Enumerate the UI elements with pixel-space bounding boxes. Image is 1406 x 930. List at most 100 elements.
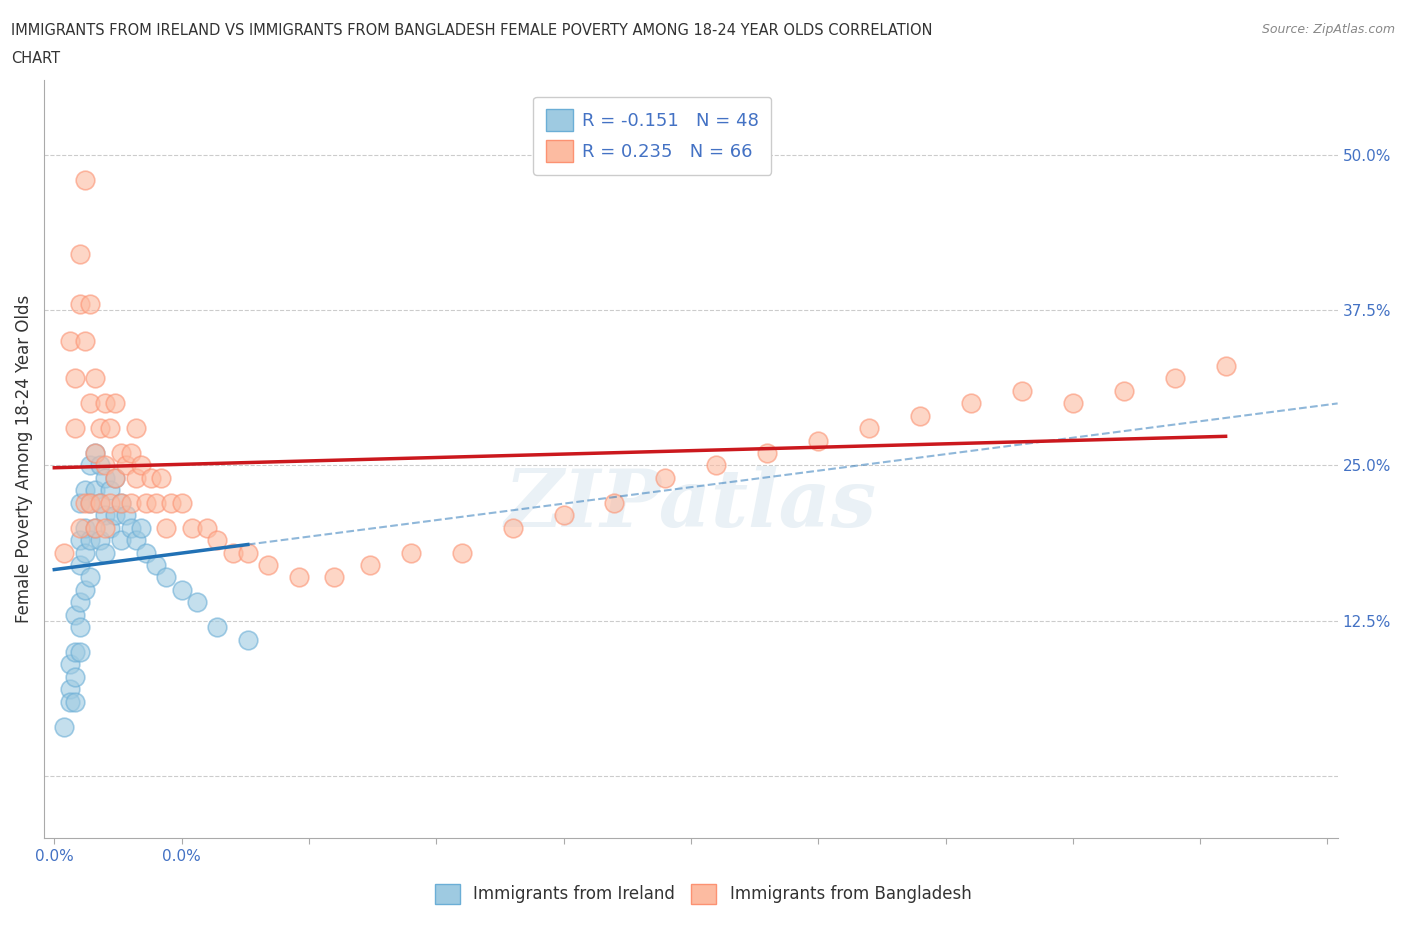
Point xyxy=(170,582,193,597)
Point xyxy=(58,657,80,671)
Text: CHART: CHART xyxy=(11,51,60,66)
Point xyxy=(323,570,346,585)
Point xyxy=(135,496,157,511)
Point xyxy=(287,570,309,585)
Point xyxy=(73,172,96,187)
Point xyxy=(960,396,983,411)
Point xyxy=(155,570,177,585)
Point xyxy=(94,545,117,560)
Point xyxy=(84,371,107,386)
Point xyxy=(114,458,136,473)
Point xyxy=(89,496,111,511)
Point xyxy=(1112,383,1135,398)
Point xyxy=(236,545,259,560)
Point xyxy=(63,420,86,435)
Point xyxy=(84,520,107,535)
Point xyxy=(79,396,101,411)
Point xyxy=(79,533,101,548)
Point xyxy=(807,433,830,448)
Point xyxy=(63,371,86,386)
Point xyxy=(207,533,229,548)
Point xyxy=(79,570,101,585)
Point xyxy=(160,496,183,511)
Point xyxy=(98,520,121,535)
Point xyxy=(155,520,177,535)
Point xyxy=(110,533,132,548)
Point xyxy=(603,496,626,511)
Point xyxy=(89,420,111,435)
Point xyxy=(450,545,472,560)
Text: IMMIGRANTS FROM IRELAND VS IMMIGRANTS FROM BANGLADESH FEMALE POVERTY AMONG 18-24: IMMIGRANTS FROM IRELAND VS IMMIGRANTS FR… xyxy=(11,23,932,38)
Point xyxy=(79,496,101,511)
Point xyxy=(98,496,121,511)
Point xyxy=(53,545,76,560)
Point xyxy=(84,445,107,460)
Point xyxy=(359,557,381,572)
Legend: Immigrants from Ireland, Immigrants from Bangladesh: Immigrants from Ireland, Immigrants from… xyxy=(427,877,979,910)
Point xyxy=(63,694,86,709)
Point xyxy=(186,595,208,610)
Point xyxy=(79,496,101,511)
Point xyxy=(120,520,142,535)
Point xyxy=(84,445,107,460)
Point xyxy=(63,644,86,659)
Point xyxy=(104,471,127,485)
Point xyxy=(79,458,101,473)
Point xyxy=(125,420,148,435)
Point xyxy=(98,483,121,498)
Point xyxy=(110,496,132,511)
Point xyxy=(94,508,117,523)
Point xyxy=(69,297,91,312)
Point xyxy=(89,533,111,548)
Point xyxy=(69,595,91,610)
Point xyxy=(84,520,107,535)
Point xyxy=(69,619,91,634)
Text: Source: ZipAtlas.com: Source: ZipAtlas.com xyxy=(1261,23,1395,36)
Point xyxy=(120,445,142,460)
Point xyxy=(135,545,157,560)
Point xyxy=(1011,383,1033,398)
Point xyxy=(236,632,259,647)
Point xyxy=(180,520,202,535)
Point xyxy=(399,545,422,560)
Point xyxy=(69,557,91,572)
Point xyxy=(73,545,96,560)
Point xyxy=(170,496,193,511)
Point xyxy=(704,458,727,473)
Point xyxy=(1163,371,1185,386)
Point xyxy=(63,670,86,684)
Point xyxy=(104,471,127,485)
Point xyxy=(110,496,132,511)
Point xyxy=(98,420,121,435)
Point xyxy=(654,471,676,485)
Point xyxy=(145,496,167,511)
Point xyxy=(129,520,152,535)
Point xyxy=(756,445,779,460)
Point xyxy=(69,246,91,261)
Point xyxy=(1215,359,1237,374)
Point xyxy=(69,496,91,511)
Point xyxy=(195,520,218,535)
Point xyxy=(502,520,524,535)
Point xyxy=(73,582,96,597)
Point xyxy=(69,533,91,548)
Point xyxy=(150,471,173,485)
Point xyxy=(63,607,86,622)
Point xyxy=(908,408,931,423)
Point xyxy=(94,520,117,535)
Point xyxy=(1062,396,1084,411)
Point xyxy=(94,396,117,411)
Point xyxy=(104,396,127,411)
Point xyxy=(69,644,91,659)
Y-axis label: Female Poverty Among 18-24 Year Olds: Female Poverty Among 18-24 Year Olds xyxy=(15,295,32,623)
Point xyxy=(207,619,229,634)
Point xyxy=(257,557,280,572)
Point xyxy=(73,334,96,349)
Legend: R = -0.151   N = 48, R = 0.235   N = 66: R = -0.151 N = 48, R = 0.235 N = 66 xyxy=(533,97,772,175)
Point xyxy=(94,471,117,485)
Point xyxy=(110,445,132,460)
Point xyxy=(858,420,880,435)
Point xyxy=(129,458,152,473)
Point xyxy=(221,545,243,560)
Point xyxy=(84,483,107,498)
